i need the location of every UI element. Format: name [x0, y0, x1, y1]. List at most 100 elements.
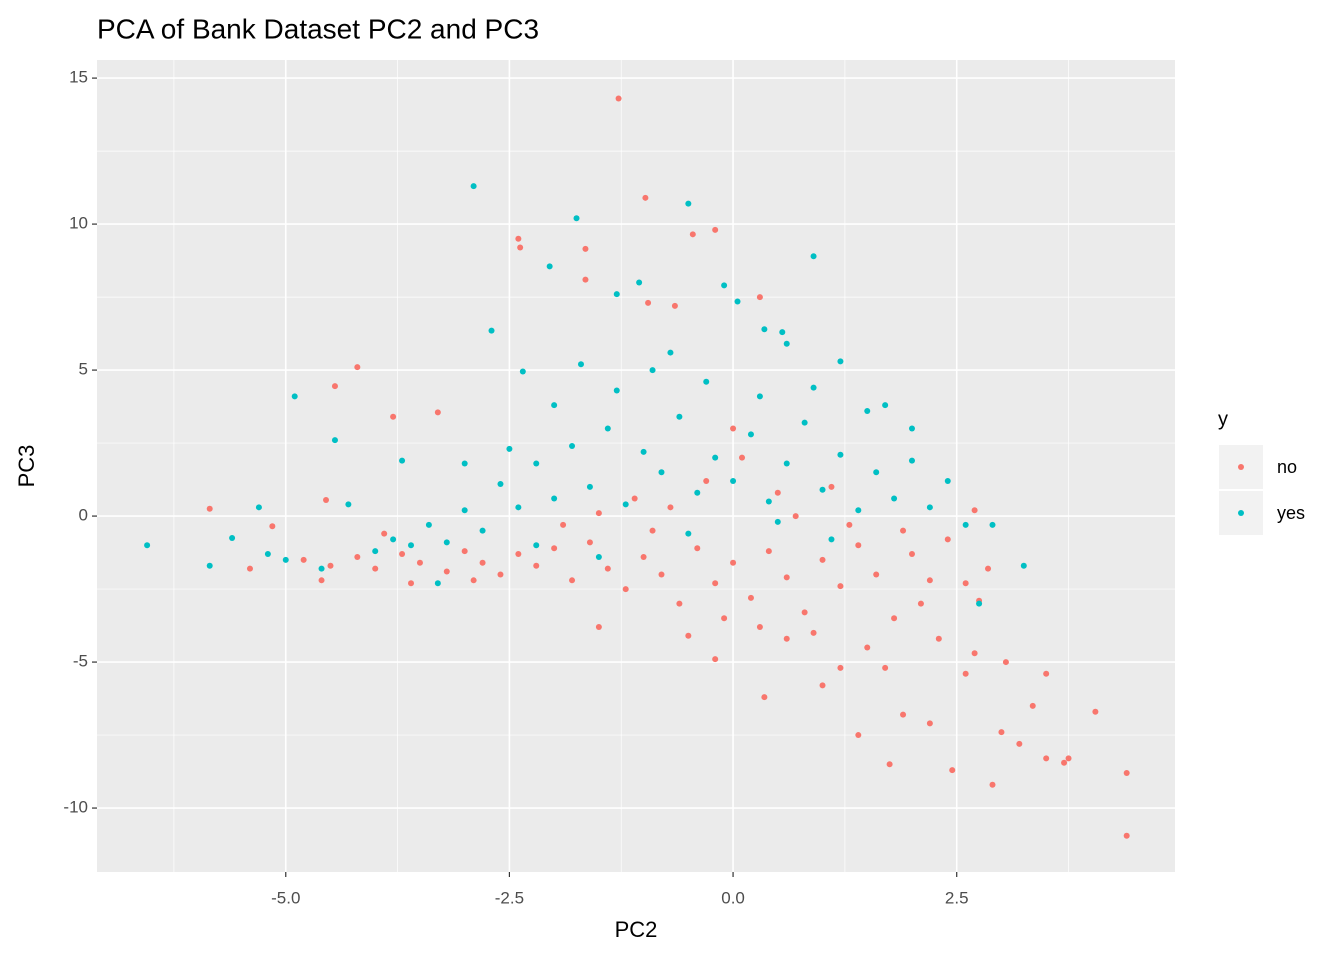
y-tick-label: 5 [79, 360, 88, 379]
point [846, 521, 853, 528]
point [479, 559, 486, 566]
point [345, 501, 352, 508]
point [712, 226, 719, 233]
point [255, 504, 262, 511]
point [985, 565, 992, 572]
point [443, 568, 450, 575]
point [783, 460, 790, 467]
point [264, 551, 271, 558]
point [560, 521, 567, 528]
point [944, 478, 951, 485]
point [976, 600, 983, 607]
point [1029, 702, 1036, 709]
point [855, 542, 862, 549]
plot-panel [97, 60, 1175, 872]
x-tick-label: -5.0 [271, 888, 300, 907]
point [434, 409, 441, 416]
point [604, 425, 611, 432]
legend-marker [1238, 510, 1244, 516]
point [900, 527, 907, 534]
point [282, 556, 289, 563]
point [206, 505, 213, 512]
point [488, 327, 495, 334]
point [381, 530, 388, 537]
point [1065, 755, 1072, 762]
point [416, 559, 423, 566]
point [470, 183, 477, 190]
point [783, 574, 790, 581]
point [649, 527, 656, 534]
point [971, 650, 978, 657]
point [756, 624, 763, 631]
point [577, 361, 584, 368]
point [891, 615, 898, 622]
point [649, 367, 656, 374]
point [327, 562, 334, 569]
point [819, 486, 826, 493]
point [461, 460, 468, 467]
point [470, 577, 477, 584]
point [837, 451, 844, 458]
point [810, 384, 817, 391]
point [390, 413, 397, 420]
point [551, 495, 558, 502]
point [517, 244, 524, 251]
point [828, 483, 835, 490]
point [949, 767, 956, 774]
point [631, 495, 638, 502]
point [1043, 755, 1050, 762]
point [615, 95, 622, 102]
point [962, 580, 969, 587]
point [331, 383, 338, 390]
point [569, 442, 576, 449]
point [1061, 759, 1068, 766]
point [586, 483, 593, 490]
point [730, 425, 737, 432]
point [882, 664, 889, 671]
point [1123, 832, 1130, 839]
point [908, 457, 915, 464]
point [479, 527, 486, 534]
y-tick-label: 15 [69, 68, 88, 87]
point [676, 413, 683, 420]
point [774, 489, 781, 496]
point [658, 571, 665, 578]
point [645, 299, 652, 306]
legend-label: no [1277, 457, 1297, 477]
point [685, 530, 692, 537]
y-tick-label: -5 [73, 652, 88, 671]
point [712, 454, 719, 461]
grid [97, 60, 1175, 872]
point [318, 565, 325, 572]
point [908, 551, 915, 558]
point [989, 781, 996, 788]
point [622, 586, 629, 593]
point [515, 504, 522, 511]
point [779, 329, 786, 336]
point [819, 682, 826, 689]
point [926, 577, 933, 584]
point [497, 480, 504, 487]
point [739, 454, 746, 461]
point [962, 670, 969, 677]
point [613, 387, 620, 394]
point [658, 469, 665, 476]
point [810, 629, 817, 636]
point [721, 615, 728, 622]
point [900, 711, 907, 718]
point [399, 457, 406, 464]
point [801, 419, 808, 426]
legend-marker [1238, 464, 1244, 470]
point [765, 498, 772, 505]
point [828, 536, 835, 543]
point [144, 542, 151, 549]
point [971, 507, 978, 514]
point [837, 358, 844, 365]
point [613, 291, 620, 298]
x-axis-label: PC2 [615, 917, 658, 942]
point [886, 761, 893, 768]
point [595, 624, 602, 631]
point [685, 200, 692, 207]
point [1002, 659, 1009, 666]
point [323, 497, 330, 504]
